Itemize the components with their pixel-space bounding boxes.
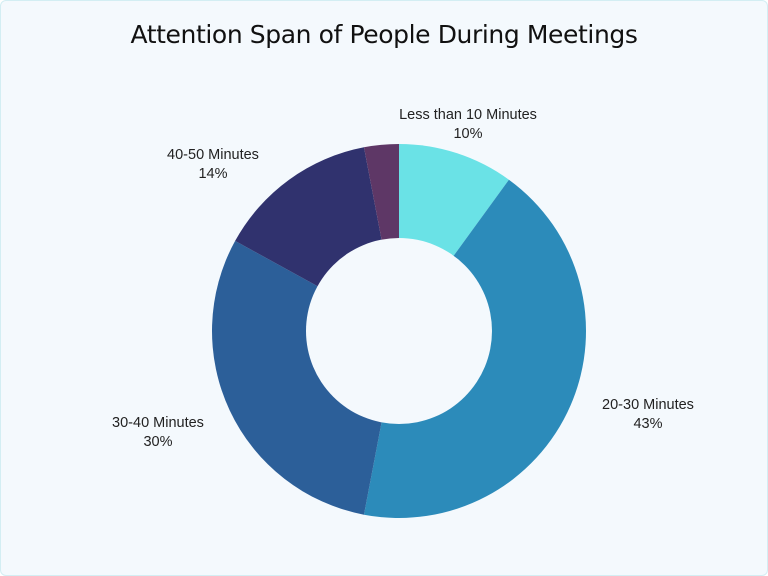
label-pct: 14%	[198, 166, 228, 182]
label-name: 30-40 Minutes	[112, 415, 204, 431]
label-40-50: 40-50 Minutes 14%	[143, 146, 283, 184]
label-20-30: 20-30 Minutes 43%	[578, 396, 718, 434]
chart-title: Attention Span of People During Meetings	[130, 20, 638, 49]
label-30-40: 30-40 Minutes 30%	[88, 414, 228, 452]
label-pct: 10%	[453, 126, 483, 142]
label-pct: 30%	[143, 434, 173, 450]
label-pct: 43%	[633, 416, 663, 432]
label-name: 40-50 Minutes	[167, 147, 259, 163]
label-name: Less than 10 Minutes	[399, 107, 537, 123]
label-less-than-10: Less than 10 Minutes 10%	[368, 106, 568, 144]
label-name: 20-30 Minutes	[602, 397, 694, 413]
donut-hole	[306, 238, 492, 424]
